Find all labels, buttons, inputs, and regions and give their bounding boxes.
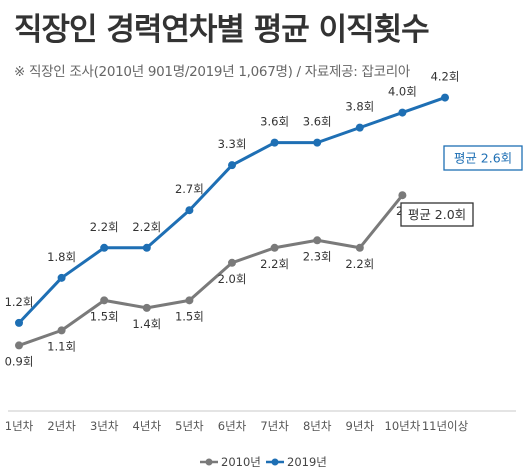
data-point xyxy=(313,138,322,147)
data-label: 3.3회 xyxy=(218,137,247,151)
data-label: 1.1회 xyxy=(47,339,76,353)
x-tick-label: 1년차 xyxy=(5,419,34,433)
x-tick-label: 5년차 xyxy=(175,419,204,433)
data-label: 4.2회 xyxy=(431,70,460,84)
data-point xyxy=(355,123,364,132)
data-point xyxy=(228,258,236,267)
average-callout-box xyxy=(400,202,474,227)
data-point xyxy=(142,303,151,312)
data-label: 1.2회 xyxy=(5,295,34,309)
data-point xyxy=(57,326,66,335)
average-callout-box xyxy=(443,145,523,171)
data-point xyxy=(15,318,23,327)
data-point xyxy=(185,296,194,305)
data-label: 2.0회 xyxy=(218,272,247,286)
x-axis: 1년차 2년차 3년차 4년차 5년차 6년차 7년차 8년차 9년차 10년차 11년이상 xyxy=(5,410,516,433)
data-label: 3.8회 xyxy=(345,100,374,114)
data-label: 3.6회 xyxy=(260,115,289,129)
chart-title: 직장인 경력연차별 평균 이직횟수 xyxy=(14,12,430,48)
data-label: 3.6회 xyxy=(303,115,332,129)
x-tick-label: 10년차 xyxy=(385,419,421,433)
legend-marker xyxy=(205,458,213,466)
series-line-2019년 xyxy=(17,96,446,324)
data-point xyxy=(270,138,279,147)
data-point xyxy=(142,243,151,252)
average-callout-text: 평균 2.6회 xyxy=(454,151,512,166)
data-label: 2.2회 xyxy=(260,257,289,271)
average-callout-text: 평균 2.0회 xyxy=(408,207,466,222)
data-point xyxy=(100,296,109,305)
legend-label: 2019년 xyxy=(287,455,327,469)
data-point xyxy=(355,243,364,252)
x-tick-label: 8년차 xyxy=(303,419,332,433)
data-point xyxy=(398,108,407,117)
data-label: 2.2회 xyxy=(345,257,374,271)
series-layer xyxy=(15,93,449,350)
data-label: 4.0회 xyxy=(388,85,417,99)
data-label: 2.3회 xyxy=(303,249,332,263)
data-point xyxy=(100,243,109,252)
data-point xyxy=(15,341,23,350)
x-tick-label: 6년차 xyxy=(218,419,247,433)
legend: 2010년 2019년 xyxy=(200,455,327,469)
data-label: 0.9회 xyxy=(5,354,34,368)
x-tick-label: 7년차 xyxy=(260,419,289,433)
x-tick-label: 2년차 xyxy=(47,419,76,433)
data-point xyxy=(441,93,449,102)
data-label: 2.7회 xyxy=(175,182,204,196)
data-label: 1.5회 xyxy=(90,309,119,323)
data-point xyxy=(398,191,407,200)
data-label: 2.2회 xyxy=(90,220,119,234)
series-line-2010년 xyxy=(18,194,404,347)
x-tick-label: 11년이상 xyxy=(422,419,469,433)
data-label: 2.2회 xyxy=(132,220,161,234)
data-point xyxy=(228,161,236,170)
data-label: 1.4회 xyxy=(132,317,161,331)
legend-marker xyxy=(271,458,279,466)
x-tick-label: 9년차 xyxy=(346,419,375,433)
data-point xyxy=(313,236,322,245)
data-label: 1.8회 xyxy=(47,250,76,264)
legend-label: 2010년 xyxy=(221,455,261,469)
data-point xyxy=(270,243,279,252)
chart-subtitle: ※ 직장인 조사(2010년 901명/2019년 1,067명) / 자료제공… xyxy=(14,64,410,80)
data-label: 1.5회 xyxy=(175,309,204,323)
x-tick-label: 4년차 xyxy=(133,419,162,433)
x-tick-label: 3년차 xyxy=(90,419,119,433)
data-point xyxy=(185,206,194,215)
data-point xyxy=(57,273,66,282)
